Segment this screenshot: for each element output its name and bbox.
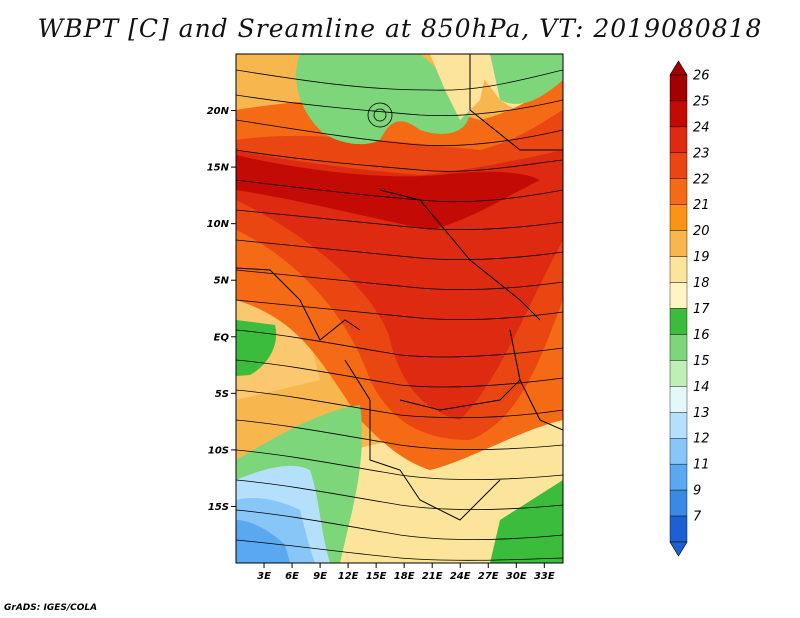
border bbox=[469, 54, 563, 151]
field-17-north bbox=[296, 54, 470, 145]
latitude-axis: 20N 15N 10N 5N EQ 5S 10S 15S bbox=[207, 106, 236, 513]
wbpt-field bbox=[236, 54, 563, 563]
streamline bbox=[236, 69, 563, 91]
field-18-southeast bbox=[490, 480, 563, 563]
streamline bbox=[236, 509, 563, 540]
colorbar-swatch bbox=[669, 74, 688, 102]
colorbar-label: 19 bbox=[693, 250, 710, 265]
colorbar-label: 13 bbox=[693, 406, 710, 421]
colorbar: 26 25 24 23 22 21 20 19 18 17 16 15 14 13 12 11 9 7 bbox=[669, 60, 710, 557]
lon-tick-label: 24E bbox=[450, 571, 471, 582]
streamline bbox=[236, 539, 563, 561]
grads-credit: GrADS: IGES/COLA bbox=[4, 603, 98, 613]
colorbar-swatch bbox=[669, 230, 688, 257]
lon-tick-label: 27E bbox=[478, 571, 499, 582]
colorbar-label: 7 bbox=[693, 510, 702, 525]
lat-tick-label: 5S bbox=[215, 389, 229, 400]
colorbar-label: 20 bbox=[693, 224, 710, 239]
colorbar-label: 12 bbox=[693, 432, 710, 447]
colorbar-swatch bbox=[669, 360, 688, 387]
streamline bbox=[236, 449, 563, 480]
streamline bbox=[236, 119, 563, 147]
border bbox=[399, 379, 521, 411]
border bbox=[509, 329, 563, 431]
lat-tick-label: 15S bbox=[208, 502, 229, 513]
streamline bbox=[236, 389, 563, 419]
streamline bbox=[236, 239, 563, 260]
lon-tick-label: 6E bbox=[285, 571, 299, 582]
colorbar-label: 21 bbox=[693, 198, 710, 213]
colorbar-label: 11 bbox=[693, 458, 710, 473]
border bbox=[236, 267, 361, 341]
map-title: WBPT [C] and Sreamline at 850hPa, VT: 20… bbox=[37, 14, 763, 43]
streamline bbox=[236, 94, 563, 117]
plot-frame bbox=[235, 53, 564, 564]
colorbar-label: 26 bbox=[693, 69, 710, 84]
colorbar-label: 18 bbox=[693, 276, 710, 291]
colorbar-swatch bbox=[669, 308, 688, 335]
lon-tick-label: 3E bbox=[257, 571, 271, 582]
field-18-west bbox=[236, 320, 277, 376]
colorbar-label: 17 bbox=[693, 302, 710, 317]
colorbar-swatch bbox=[669, 204, 688, 231]
streamline-vortex bbox=[367, 102, 393, 128]
colorbar-label: 25 bbox=[693, 94, 710, 109]
colorbar-label: 9 bbox=[693, 484, 701, 499]
streamline bbox=[236, 269, 563, 290]
streamline bbox=[236, 299, 563, 320]
field-19-northgap bbox=[430, 54, 490, 120]
streamlines bbox=[236, 69, 563, 561]
colorbar-label: 15 bbox=[693, 354, 710, 369]
colorbar-over-arrow bbox=[669, 60, 688, 76]
colorbar-swatch bbox=[669, 282, 688, 309]
lon-tick-label: 18E bbox=[394, 571, 415, 582]
lon-tick-label: 30E bbox=[506, 571, 527, 582]
colorbar-under-arrow bbox=[669, 541, 688, 557]
lon-tick-label: 9E bbox=[313, 571, 327, 582]
country-borders bbox=[236, 54, 563, 521]
streamline-vortex bbox=[373, 108, 387, 122]
border bbox=[344, 359, 501, 521]
colorbar-swatch bbox=[669, 412, 688, 439]
colorbar-label: 14 bbox=[693, 380, 710, 395]
colorbar-swatch bbox=[669, 386, 688, 413]
field-24 bbox=[236, 150, 563, 420]
streamline bbox=[236, 209, 563, 230]
lon-tick-label: 21E bbox=[422, 571, 443, 582]
border bbox=[379, 189, 541, 321]
colorbar-swatch bbox=[669, 489, 688, 517]
streamline bbox=[236, 329, 563, 358]
colorbar-swatch bbox=[669, 463, 688, 491]
lat-tick-label: 10S bbox=[208, 445, 229, 456]
colorbar-swatch bbox=[669, 334, 688, 361]
lat-tick-label: 15N bbox=[207, 163, 230, 174]
lat-tick-label: 10N bbox=[207, 219, 230, 230]
lat-tick-label: 20N bbox=[207, 106, 230, 117]
streamline bbox=[236, 479, 563, 510]
lon-tick-label: 15E bbox=[366, 571, 387, 582]
colorbar-swatch bbox=[669, 178, 688, 205]
lon-tick-label: 12E bbox=[338, 571, 359, 582]
colorbar-swatch bbox=[669, 126, 688, 154]
streamline bbox=[236, 359, 563, 388]
colorbar-label: 16 bbox=[693, 328, 710, 343]
colorbar-swatch bbox=[669, 152, 688, 179]
colorbar-swatch bbox=[669, 100, 688, 128]
colorbar-label: 22 bbox=[693, 172, 710, 187]
lat-tick-label: EQ bbox=[214, 332, 230, 343]
lat-tick-label: 5N bbox=[214, 276, 230, 287]
streamline bbox=[236, 419, 563, 450]
colorbar-swatch bbox=[669, 515, 688, 543]
colorbar-label: 23 bbox=[693, 146, 710, 161]
lon-tick-label: 33E bbox=[534, 571, 555, 582]
field-11-southwest bbox=[236, 520, 290, 563]
colorbar-swatch bbox=[669, 438, 688, 465]
longitude-axis: 3E 6E 9E 12E 15E 18E 21E 24E 27E 30E 33E bbox=[257, 563, 555, 582]
colorbar-label: 24 bbox=[693, 120, 710, 135]
streamline bbox=[236, 149, 563, 172]
colorbar-swatch bbox=[669, 256, 688, 283]
